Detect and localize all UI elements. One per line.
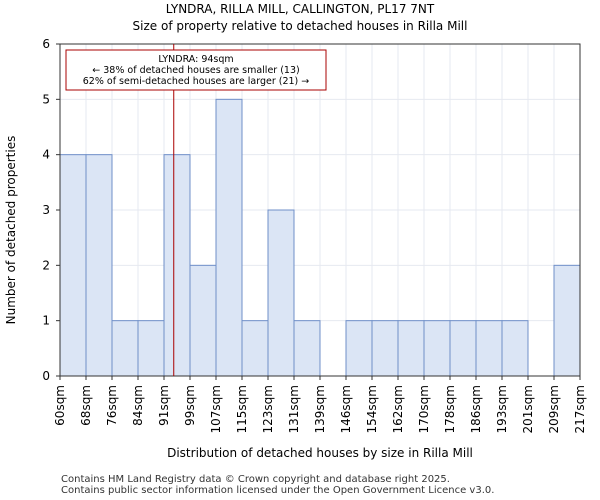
x-tick-label: 60sqm [53,385,67,426]
x-tick-label: 99sqm [183,385,197,426]
x-tick-label: 139sqm [313,385,327,433]
x-tick-label: 146sqm [339,385,353,433]
y-ticks: 0 1 2 3 4 5 6 [42,37,60,383]
y-tick-label: 1 [42,314,50,328]
x-axis-label: Distribution of detached houses by size … [167,446,473,460]
y-tick-label: 3 [42,203,50,217]
x-tick-label: 217sqm [573,385,587,433]
x-tick-label: 154sqm [365,385,379,433]
y-tick-label: 0 [42,369,50,383]
bar [59,154,87,377]
chart-area: 0 1 2 3 4 5 6 60sqm 68sqm 76sqm 84sqm 91sqm 99sqm 10… [4,37,587,460]
x-tick-label: 107sqm [209,385,223,433]
bar [371,320,399,377]
x-tick-label: 76sqm [105,385,119,426]
x-tick-label: 209sqm [547,385,561,433]
x-tick-label: 193sqm [495,385,509,433]
bar [475,320,503,377]
bars [59,98,581,377]
annotation-line-1: LYNDRA: 94sqm [158,54,233,65]
x-tick-label: 131sqm [287,385,301,433]
x-tick-label: 201sqm [521,385,535,433]
annotation-frame [65,49,327,91]
bar [397,320,425,377]
bar [553,264,581,377]
y-tick-label: 2 [42,258,50,272]
bar [423,320,451,377]
annotation-box: LYNDRA: 94sqm ← 38% of detached houses a… [65,49,327,91]
annotation-line-3: 62% of semi-detached houses are larger (… [83,76,310,87]
footer-line-2: Contains public sector information licen… [61,485,495,496]
x-tick-label: 84sqm [131,385,145,426]
y-tick-label: 5 [42,92,50,106]
bar [449,320,477,377]
y-tick-label: 4 [42,148,50,162]
x-tick-label: 115sqm [235,385,249,433]
bar [241,320,269,377]
bar [189,264,217,377]
annotation-line-2: ← 38% of detached houses are smaller (13… [92,65,299,76]
bar [85,154,113,377]
bar [111,320,139,377]
chart-title: LYNDRA, RILLA MILL, CALLINGTON, PL17 7NT [165,2,435,16]
x-tick-label: 91sqm [157,385,171,426]
bar [215,98,243,377]
x-tick-label: 162sqm [391,385,405,433]
bar [345,320,373,377]
x-tick-label: 68sqm [79,385,93,426]
y-tick-label: 6 [42,37,50,51]
x-tick-label: 178sqm [443,385,457,433]
bar [293,320,321,377]
x-tick-label: 186sqm [469,385,483,433]
x-tick-label: 170sqm [417,385,431,433]
bar [267,209,295,377]
bar [137,320,165,377]
bar [501,320,529,377]
bar [163,154,191,377]
x-tick-label: 123sqm [261,385,275,433]
chart-subtitle: Size of property relative to detached ho… [132,19,468,33]
x-ticks: 60sqm 68sqm 76sqm 84sqm 91sqm 99sqm 107sqm 115s… [53,376,587,433]
footer-line-1: Contains HM Land Registry data © Crown c… [61,474,450,485]
y-axis-label: Number of detached properties [4,136,18,325]
